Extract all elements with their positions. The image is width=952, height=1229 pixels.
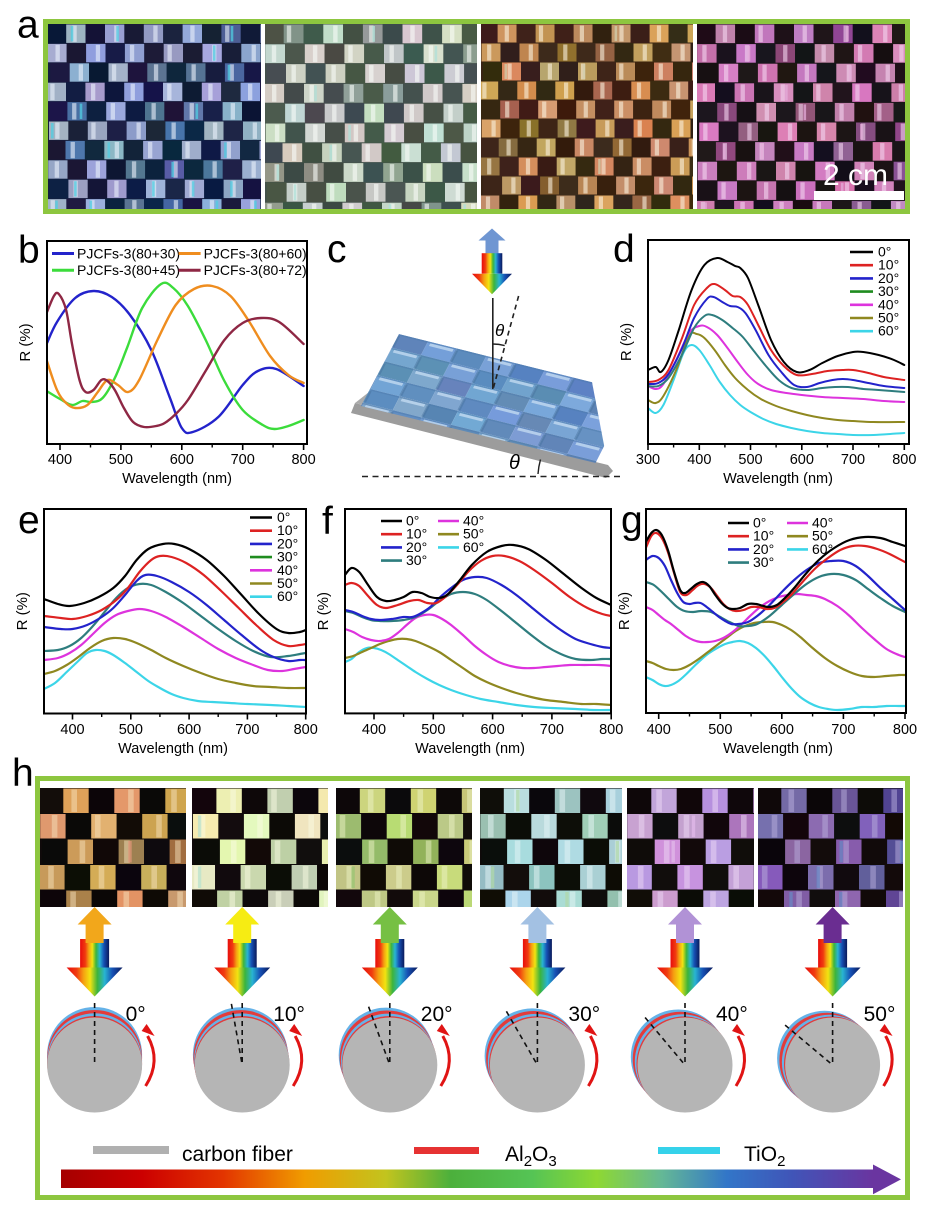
svg-text:40°: 40° (277, 562, 298, 578)
svg-text:10°: 10° (878, 257, 899, 273)
svg-text:30°: 30° (406, 552, 427, 568)
svg-text:400: 400 (48, 452, 72, 468)
svg-text:10°: 10° (273, 1003, 305, 1026)
svg-text:60°: 60° (812, 541, 833, 557)
svg-text:a: a (17, 4, 39, 47)
svg-text:40°: 40° (463, 513, 484, 529)
svg-text:50°: 50° (812, 528, 833, 544)
svg-text:700: 700 (235, 722, 259, 738)
svg-text:400: 400 (647, 722, 671, 738)
svg-text:30°: 30° (568, 1003, 600, 1026)
svg-text:40°: 40° (812, 515, 833, 531)
svg-text:PJCFs-3(80+60): PJCFs-3(80+60) (204, 245, 307, 261)
svg-text:R (%): R (%) (14, 592, 31, 630)
svg-text:R (%): R (%) (17, 323, 34, 361)
svg-text:600: 600 (480, 722, 504, 738)
svg-text:20°: 20° (878, 270, 899, 286)
svg-text:400: 400 (687, 452, 711, 468)
svg-text:Al2O3: Al2O3 (505, 1143, 557, 1170)
svg-text:0°: 0° (878, 244, 891, 260)
svg-text:0°: 0° (753, 515, 766, 531)
svg-text:600: 600 (177, 722, 201, 738)
svg-text:800: 800 (294, 722, 318, 738)
svg-text:700: 700 (231, 452, 255, 468)
svg-text:50°: 50° (878, 310, 899, 326)
svg-text:carbon fiber: carbon fiber (182, 1143, 293, 1166)
svg-text:800: 800 (599, 722, 623, 738)
svg-text:700: 700 (540, 722, 564, 738)
svg-text:600: 600 (790, 452, 814, 468)
svg-text:400: 400 (362, 722, 386, 738)
svg-text:20°: 20° (406, 539, 427, 555)
svg-text:g: g (621, 499, 643, 542)
svg-text:Wavelength (nm): Wavelength (nm) (118, 741, 228, 757)
svg-text:700: 700 (841, 452, 865, 468)
svg-text:60°: 60° (463, 539, 484, 555)
svg-text:20°: 20° (421, 1003, 453, 1026)
svg-text:600: 600 (170, 452, 194, 468)
svg-text:600: 600 (770, 722, 794, 738)
svg-text:50°: 50° (864, 1003, 896, 1026)
svg-text:800: 800 (291, 452, 315, 468)
svg-text:500: 500 (738, 452, 762, 468)
svg-text:PJCFs-3(80+30): PJCFs-3(80+30) (77, 245, 180, 261)
svg-text:50°: 50° (463, 526, 484, 542)
svg-text:60°: 60° (878, 323, 899, 339)
svg-text:400: 400 (60, 722, 84, 738)
svg-text:10°: 10° (753, 528, 774, 544)
svg-text:b: b (18, 229, 40, 272)
svg-text:10°: 10° (406, 526, 427, 542)
svg-text:300: 300 (636, 452, 660, 468)
svg-text:0°: 0° (126, 1003, 146, 1026)
svg-text:Wavelength (nm): Wavelength (nm) (723, 741, 833, 757)
svg-text:500: 500 (119, 722, 143, 738)
svg-text:θ: θ (495, 321, 505, 340)
svg-text:0°: 0° (277, 509, 290, 525)
svg-text:10°: 10° (277, 522, 298, 538)
svg-text:30°: 30° (753, 554, 774, 570)
svg-text:2 cm: 2 cm (823, 159, 888, 192)
svg-text:Wavelength (nm): Wavelength (nm) (415, 741, 525, 757)
svg-text:20°: 20° (753, 541, 774, 557)
svg-text:500: 500 (421, 722, 445, 738)
svg-text:60°: 60° (277, 588, 298, 604)
svg-text:h: h (12, 752, 34, 795)
svg-text:PJCFs-3(80+72): PJCFs-3(80+72) (204, 262, 307, 278)
svg-text:d: d (613, 228, 635, 271)
svg-text:θ: θ (509, 452, 520, 474)
svg-text:40°: 40° (716, 1003, 748, 1026)
svg-text:0°: 0° (406, 513, 419, 529)
svg-text:800: 800 (893, 722, 917, 738)
svg-text:R (%): R (%) (315, 592, 332, 630)
svg-text:c: c (327, 228, 347, 271)
svg-text:R (%): R (%) (618, 323, 635, 361)
svg-text:500: 500 (708, 722, 732, 738)
svg-text:PJCFs-3(80+45): PJCFs-3(80+45) (77, 262, 180, 278)
svg-text:f: f (322, 500, 333, 543)
svg-text:30°: 30° (878, 283, 899, 299)
svg-text:e: e (18, 499, 40, 542)
svg-text:50°: 50° (277, 575, 298, 591)
svg-text:700: 700 (831, 722, 855, 738)
svg-text:R (%): R (%) (616, 592, 633, 630)
svg-text:20°: 20° (277, 535, 298, 551)
svg-text:500: 500 (109, 452, 133, 468)
svg-text:800: 800 (892, 452, 916, 468)
svg-text:Wavelength (nm): Wavelength (nm) (122, 471, 232, 487)
svg-text:Wavelength (nm): Wavelength (nm) (723, 471, 833, 487)
svg-text:40°: 40° (878, 296, 899, 312)
svg-text:30°: 30° (277, 549, 298, 565)
